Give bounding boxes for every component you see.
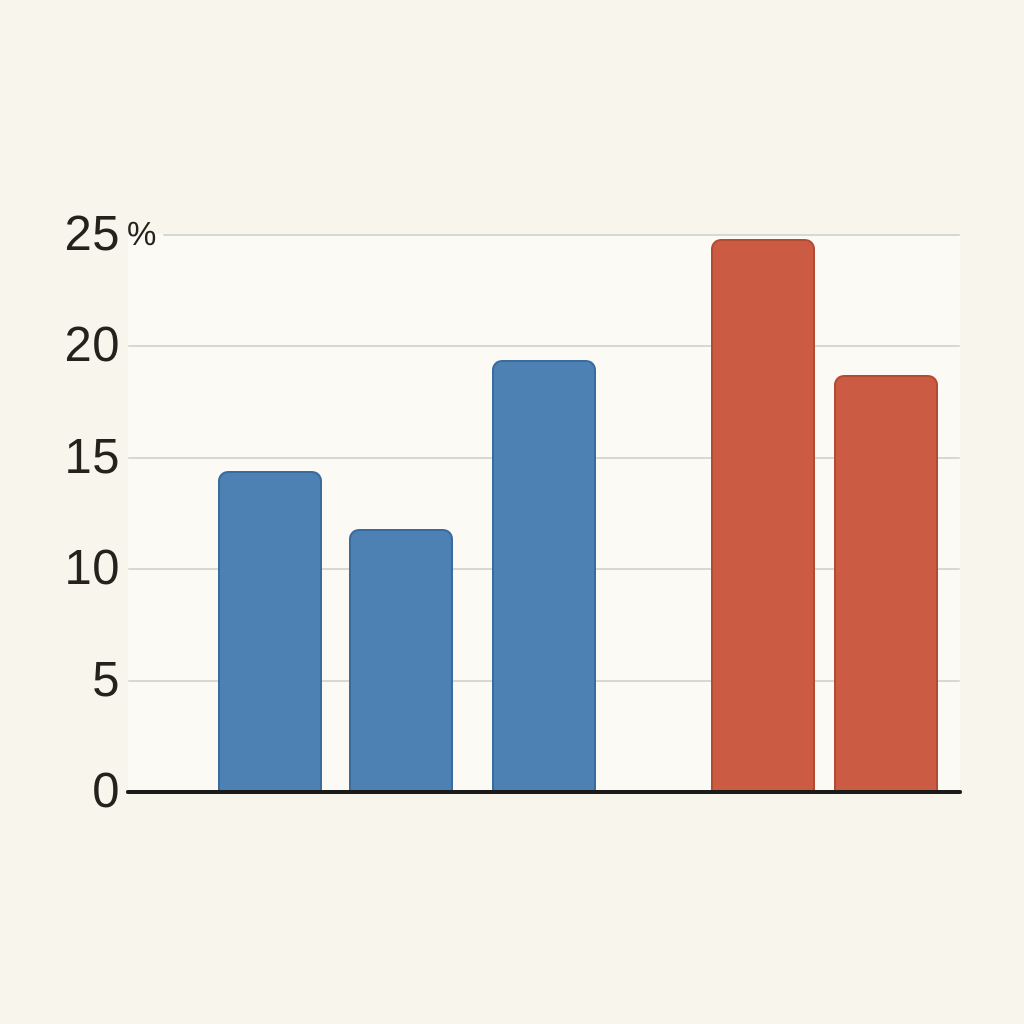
y-tick-value: 0 [92, 763, 120, 818]
percent-sign: % [127, 214, 157, 252]
y-tick-value: 25 [64, 206, 120, 261]
y-tick-value: 20 [64, 318, 120, 373]
bar-blue-3 [492, 360, 596, 792]
bar-red-5 [834, 375, 938, 792]
y-tick-label: 10 [0, 540, 120, 596]
y-tick-label: 15 [0, 429, 120, 485]
y-tick-value: 5 [92, 652, 120, 707]
x-axis-line [126, 790, 962, 794]
bar-blue-1 [218, 471, 322, 792]
y-tick-label: 25% [0, 206, 156, 262]
y-tick-label: 20 [0, 317, 120, 373]
y-tick-label: 5 [0, 651, 120, 707]
bar-blue-2 [349, 529, 453, 792]
bar-red-4 [711, 239, 815, 792]
gridline [128, 345, 960, 348]
y-tick-label: 0 [0, 763, 120, 819]
y-tick-value: 15 [64, 429, 120, 484]
gridline [163, 234, 960, 236]
y-tick-value: 10 [64, 541, 120, 596]
